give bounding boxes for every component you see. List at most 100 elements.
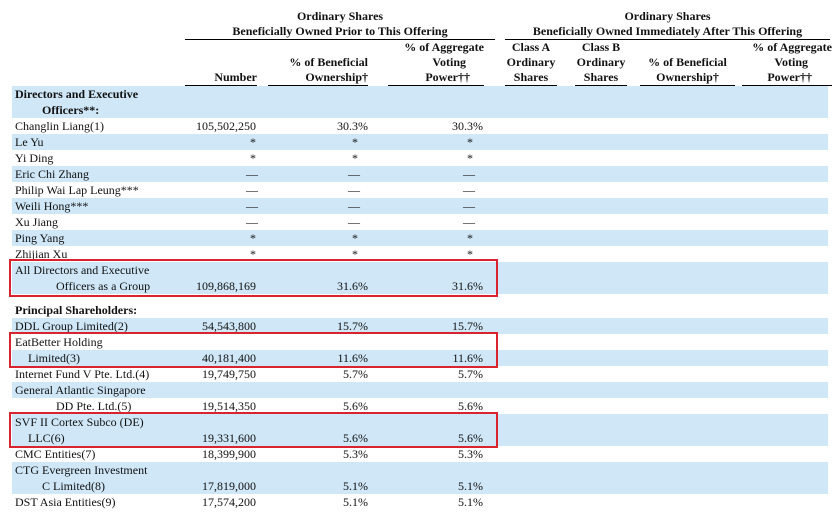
pct-cell: 11.6% bbox=[337, 351, 368, 365]
pct-cell: — bbox=[348, 167, 360, 181]
pct-cell: 5.7% bbox=[343, 367, 368, 381]
col-header-agg-after-l3: Power†† bbox=[767, 70, 812, 84]
table-row: DST Asia Entities(9) 17,574,200 5.1% 5.1… bbox=[12, 494, 828, 510]
holder-name-2: Limited(3) bbox=[28, 351, 80, 365]
agg-cell: 5.3% bbox=[458, 447, 483, 461]
pct-cell: * bbox=[352, 231, 358, 245]
holder-name-1: CTG Evergreen Investment bbox=[15, 463, 148, 477]
holder-name: Internet Fund V Pte. Ltd.(4) bbox=[15, 367, 150, 381]
divider bbox=[575, 85, 627, 86]
divider bbox=[505, 85, 557, 86]
table-row: Weili Hong*** — — — bbox=[12, 198, 828, 214]
table-row: Changlin Liang(1) 105,502,250 30.3% 30.3… bbox=[12, 118, 828, 134]
agg-cell: — bbox=[463, 199, 475, 213]
table-row: Limited(3) 40,181,400 11.6% 11.6% bbox=[12, 350, 828, 366]
holder-name: Weili Hong*** bbox=[15, 199, 89, 213]
agg-cell: * bbox=[467, 151, 473, 165]
table-row: EatBetter Holding bbox=[12, 334, 828, 350]
col-header-agg-after-l1: % of Aggregate bbox=[752, 40, 832, 54]
group-total-label-1: All Directors and Executive bbox=[15, 263, 150, 277]
table-row: Ping Yang * * * bbox=[12, 230, 828, 246]
agg-cell: * bbox=[467, 231, 473, 245]
table-row: Yi Ding * * * bbox=[12, 150, 828, 166]
col-header-class-b-l1: Class B bbox=[581, 40, 621, 54]
col-header-class-a-l1: Class A bbox=[511, 40, 551, 54]
table-row: General Atlantic Singapore bbox=[12, 382, 828, 398]
col-header-pct-after: % of Beneficial Ownership† bbox=[640, 55, 735, 85]
divider bbox=[388, 85, 484, 86]
pct-cell: — bbox=[348, 199, 360, 213]
number-cell: 109,868,169 bbox=[196, 279, 256, 293]
col-header-class-a: Class A Ordinary Shares bbox=[505, 40, 557, 85]
col-header-agg-l3: Power†† bbox=[425, 70, 470, 84]
pct-cell: 5.6% bbox=[343, 399, 368, 413]
group-header-prior-line1: Ordinary Shares bbox=[296, 9, 384, 23]
divider bbox=[640, 85, 735, 86]
group-header-after-line1: Ordinary Shares bbox=[624, 9, 711, 23]
number-cell: 40,181,400 bbox=[202, 351, 256, 365]
group-header-after-line2: Beneficially Owned Immediately After Thi… bbox=[532, 24, 803, 38]
agg-cell: — bbox=[463, 183, 475, 197]
group-total-row-2: Officers as a Group 109,868,169 31.6% 31… bbox=[12, 278, 828, 294]
holder-name: DDL Group Limited(2) bbox=[15, 319, 128, 333]
pct-cell: 5.1% bbox=[343, 495, 368, 509]
table-row: Xu Jiang — — — bbox=[12, 214, 828, 230]
col-header-class-b: Class B Ordinary Shares bbox=[575, 40, 627, 85]
table-row: Philip Wai Lap Leung*** — — — bbox=[12, 182, 828, 198]
holder-name-1: General Atlantic Singapore bbox=[15, 383, 146, 397]
col-header-pct: % of Beneficial Ownership† bbox=[268, 55, 368, 85]
number-cell: 19,749,750 bbox=[202, 367, 256, 381]
group-total-row: All Directors and Executive bbox=[12, 262, 828, 278]
holder-name: CMC Entities(7) bbox=[15, 447, 96, 461]
divider bbox=[268, 85, 368, 86]
holder-name: Zhijian Xu bbox=[15, 247, 68, 261]
number-cell: 19,514,350 bbox=[202, 399, 256, 413]
agg-cell: 11.6% bbox=[452, 351, 483, 365]
col-header-pct-after-l1: % of Beneficial bbox=[648, 55, 727, 69]
agg-cell: 15.7% bbox=[452, 319, 483, 333]
pct-cell: * bbox=[352, 135, 358, 149]
divider bbox=[185, 85, 257, 86]
col-header-agg-l1: % of Aggregate bbox=[404, 40, 484, 54]
group-total-label-2: Officers as a Group bbox=[56, 279, 151, 293]
pct-cell: 5.6% bbox=[343, 431, 368, 445]
divider bbox=[185, 39, 495, 40]
pct-cell: * bbox=[352, 151, 358, 165]
holder-name-1: SVF II Cortex Subco (DE) bbox=[15, 415, 144, 429]
number-cell: * bbox=[250, 247, 256, 261]
table-row: DDL Group Limited(2) 54,543,800 15.7% 15… bbox=[12, 318, 828, 334]
section-directors-title-2: Officers**: bbox=[42, 103, 100, 117]
number-cell: 17,819,000 bbox=[202, 479, 256, 493]
pct-cell: 5.1% bbox=[343, 479, 368, 493]
pct-cell: 5.3% bbox=[343, 447, 368, 461]
holder-name-2: DD Pte. Ltd.(5) bbox=[56, 399, 132, 413]
holder-name-1: EatBetter Holding bbox=[15, 335, 103, 349]
pct-cell: — bbox=[348, 183, 360, 197]
table-row: C Limited(8) 17,819,000 5.1% 5.1% bbox=[12, 478, 828, 494]
number-cell: — bbox=[246, 215, 258, 229]
col-header-class-b-l3: Shares bbox=[583, 70, 619, 84]
agg-cell: 30.3% bbox=[452, 119, 483, 133]
holder-name: Ping Yang bbox=[15, 231, 65, 245]
holder-name: Philip Wai Lap Leung*** bbox=[15, 183, 139, 197]
number-cell: 17,574,200 bbox=[202, 495, 256, 509]
holder-name: Eric Chi Zhang bbox=[15, 167, 89, 181]
pct-cell: * bbox=[352, 247, 358, 261]
number-cell: 105,502,250 bbox=[196, 119, 256, 133]
divider bbox=[505, 39, 830, 40]
table-row: CTG Evergreen Investment bbox=[12, 462, 828, 478]
col-header-number-text: Number bbox=[214, 70, 257, 84]
holder-name-2: C Limited(8) bbox=[42, 479, 105, 493]
pct-cell: — bbox=[348, 215, 360, 229]
holder-name: Changlin Liang(1) bbox=[15, 119, 104, 133]
number-cell: — bbox=[246, 199, 258, 213]
pct-cell: 30.3% bbox=[337, 119, 368, 133]
highlight-box-svf bbox=[9, 412, 498, 448]
agg-cell: 5.1% bbox=[458, 479, 483, 493]
col-header-agg-after: % of Aggregate Voting Power†† bbox=[742, 40, 832, 85]
number-cell: * bbox=[250, 135, 256, 149]
col-header-class-b-l2: Ordinary bbox=[576, 55, 626, 69]
table-row: Eric Chi Zhang — — — bbox=[12, 166, 828, 182]
holder-name: Xu Jiang bbox=[15, 215, 58, 229]
holder-name: Le Yu bbox=[15, 135, 44, 149]
